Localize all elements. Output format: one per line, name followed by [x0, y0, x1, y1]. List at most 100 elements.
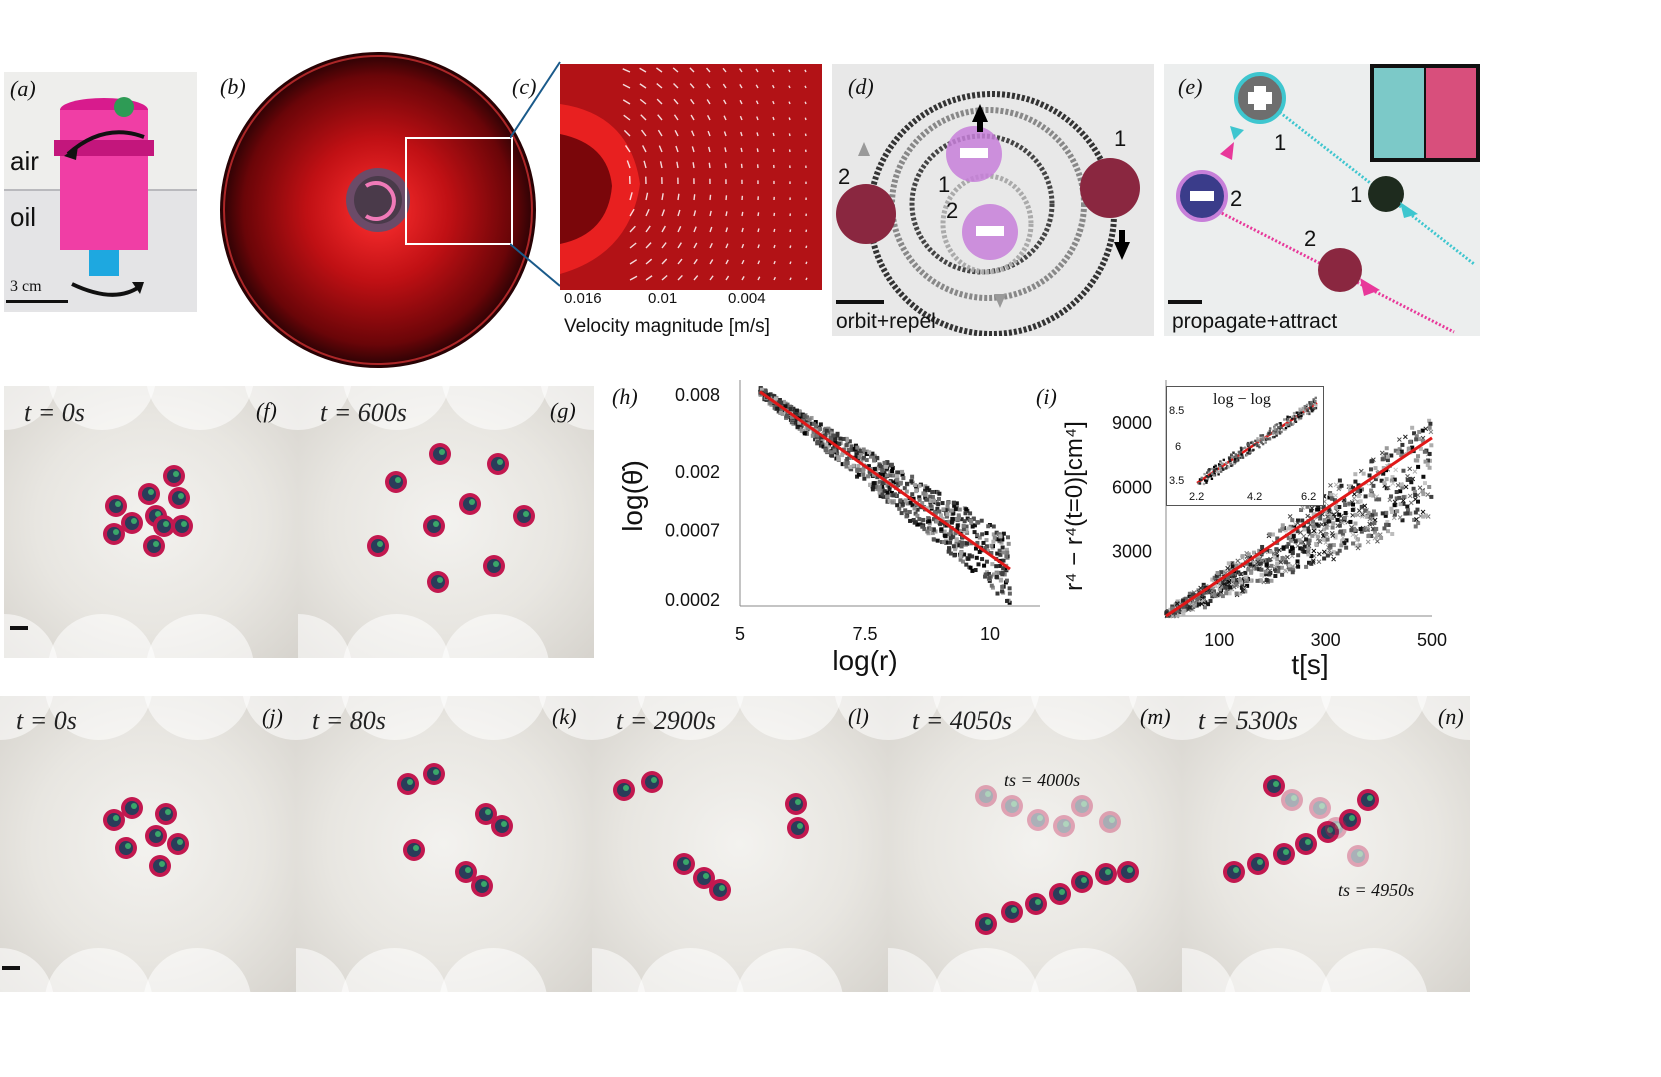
scatter-point — [935, 538, 940, 543]
velocity-arrow — [724, 163, 727, 169]
scatter-point — [796, 413, 801, 418]
velocity-arrow — [788, 117, 791, 121]
orbit-trajectories — [836, 91, 1140, 336]
scatter-point — [1290, 546, 1295, 551]
scatter-point — [911, 496, 916, 501]
velocity-arrow — [629, 225, 636, 233]
inset-point — [1205, 475, 1208, 478]
scatter-point — [1239, 580, 1244, 585]
petri-rim — [540, 386, 594, 430]
inset-point — [1245, 453, 1249, 456]
inset-point — [1284, 428, 1287, 431]
scatter-point — [984, 531, 989, 536]
scatter-point — [1422, 481, 1427, 486]
scatter-point — [989, 550, 994, 555]
scatter-point — [1247, 555, 1252, 560]
inset-point — [1273, 435, 1276, 439]
scatter-point — [835, 431, 840, 436]
panel-m-swarm-photo: t = 4050s (m) ts = 4000s — [888, 696, 1182, 992]
x-tick-label: 300 — [1311, 630, 1341, 650]
robot — [143, 535, 165, 557]
scatter-point — [1006, 541, 1011, 546]
scatter-point — [1311, 528, 1317, 534]
scatter-point — [840, 453, 845, 458]
scatter-point — [1342, 518, 1347, 523]
panel-e-propagate-attract: 1 2 1 2 propagate+attract — [1164, 64, 1480, 336]
scatter-point — [871, 481, 876, 486]
inset-point — [1248, 449, 1251, 452]
inset-point — [1300, 408, 1304, 411]
inset-point — [1210, 477, 1214, 481]
scatter-point — [1280, 527, 1285, 532]
scatter-point — [1170, 604, 1175, 609]
scatter-point — [1412, 469, 1418, 474]
robot — [613, 779, 635, 801]
inset-point — [1210, 467, 1214, 471]
scatter-point — [1318, 516, 1323, 521]
colorbar-tick: 0.016 — [564, 290, 602, 307]
scatter-point — [1264, 572, 1269, 577]
scatter-point — [1367, 521, 1373, 527]
scatter-point — [991, 539, 996, 544]
x-tick-label: 100 — [1204, 630, 1234, 650]
scatter-point — [996, 532, 1001, 537]
velocity-arrow — [725, 259, 729, 265]
robot — [1071, 871, 1093, 893]
scatter-point — [870, 451, 875, 456]
scatter-point — [1357, 543, 1362, 548]
scatter-point — [1227, 591, 1232, 596]
scatter-point — [1278, 559, 1284, 565]
velocity-arrow — [691, 130, 695, 137]
scatter-point — [1380, 457, 1385, 462]
inset-point — [1239, 446, 1243, 450]
scatter-point — [854, 452, 859, 457]
scatter-point — [1403, 434, 1408, 440]
scatter-point — [1424, 513, 1429, 518]
velocity-arrow — [789, 261, 792, 265]
scatter-point — [1397, 447, 1402, 452]
inset-point — [1278, 429, 1281, 433]
scatter-point — [1208, 598, 1213, 603]
inset-point — [1294, 417, 1297, 421]
robot — [145, 825, 167, 847]
velocity-arrow — [741, 211, 744, 217]
panel-l-swarm-photo: t = 2900s (l) — [592, 696, 888, 992]
scatter-point — [1000, 545, 1005, 550]
scatter-point — [1304, 564, 1309, 569]
scatter-point — [1281, 545, 1286, 550]
scatter-point — [1002, 572, 1007, 577]
scatter-point — [1264, 563, 1269, 568]
inset-y-tick: 3.5 — [1169, 475, 1185, 487]
scatter-point — [829, 450, 834, 455]
scatter-point — [1332, 498, 1337, 503]
scatter-point — [1005, 550, 1010, 555]
scatter-point — [927, 519, 932, 524]
scatter-point — [877, 487, 882, 492]
scatter-point — [830, 453, 835, 458]
scatter-point — [832, 448, 837, 453]
scatter-point — [908, 500, 913, 505]
velocity-arrow — [645, 225, 651, 233]
scatter-point — [1001, 558, 1006, 563]
velocity-arrow — [725, 211, 728, 217]
velocity-arrow — [626, 160, 631, 169]
scatter-point — [880, 492, 885, 497]
scatter-point — [927, 521, 932, 526]
scatter-point — [844, 437, 849, 442]
scatter-point — [1373, 466, 1378, 471]
inset-point — [1282, 428, 1285, 431]
scatter-point — [846, 447, 851, 452]
inset-point — [1231, 455, 1234, 459]
scatter-point — [1327, 519, 1332, 524]
scatter-point — [936, 496, 941, 501]
velocity-arrow — [641, 145, 647, 153]
inset-point — [1314, 406, 1318, 410]
scatter-point — [1003, 566, 1008, 571]
velocity-arrow — [805, 261, 808, 265]
scatter-point — [1385, 458, 1390, 463]
scatter-point — [1342, 529, 1347, 534]
scatter-point — [1318, 529, 1324, 535]
scatter-point — [947, 546, 952, 551]
scatter-point — [885, 499, 890, 504]
scatter-point — [1000, 537, 1005, 542]
